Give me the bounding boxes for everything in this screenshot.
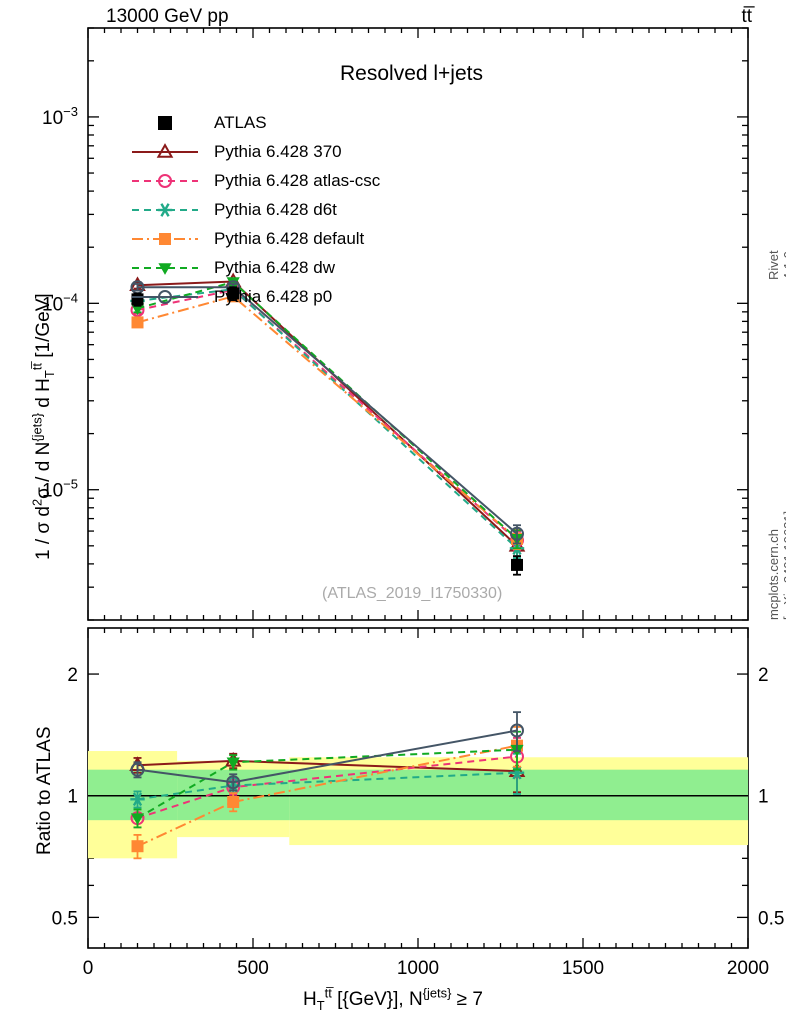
data-marker — [157, 202, 173, 217]
main-series-pythia-6-428-atlas-csc — [130, 282, 524, 551]
x-tick-label: 0 — [83, 958, 94, 979]
legend-item[interactable]: Pythia 6.428 dw — [130, 253, 380, 282]
series-line — [137, 288, 518, 542]
legend-label: Pythia 6.428 default — [214, 228, 365, 248]
data-marker — [509, 765, 525, 780]
ratio-y-tick-label-right: 1 — [758, 787, 769, 808]
data-marker — [158, 262, 172, 275]
data-marker — [226, 775, 241, 790]
data-marker — [131, 840, 144, 853]
main-series-pythia-6-428-370 — [129, 272, 526, 558]
data-marker — [158, 173, 172, 188]
data-marker — [510, 723, 524, 738]
main-series-pythia-6-428-default — [131, 290, 523, 551]
watermark-label: (ATLAS_2019_I1750330) — [322, 585, 503, 602]
main-series-pythia-6-428-p0 — [130, 280, 524, 545]
legend-marker-square-filled — [158, 115, 172, 130]
data-marker — [158, 289, 172, 304]
legend-item[interactable]: Pythia 6.428 370 — [130, 137, 380, 166]
legend-item[interactable]: Pythia 6.428 d6t — [130, 195, 380, 224]
ratio-y-tick-label-right: 2 — [758, 665, 769, 686]
y-tick-label: 10−3 — [42, 104, 78, 129]
legend-label: ATLAS — [214, 112, 267, 132]
series-line — [137, 288, 518, 550]
main-series-atlas — [131, 286, 523, 576]
legend-marker-circle-open — [132, 173, 198, 188]
y-tick-label: 10−4 — [42, 290, 78, 315]
series-line — [137, 280, 518, 540]
legend-item[interactable]: ATLAS — [130, 108, 380, 137]
legend-marker-triangle-down-filled — [132, 262, 198, 275]
main-series-pythia-6-428-dw — [130, 277, 524, 550]
x-axis-label: HTtt̅ [{GeV}], N{jets} ≥ 7 — [0, 986, 786, 1013]
x-axis-label-text: HTtt̅ [{GeV}], N{jets} ≥ 7 — [303, 986, 483, 1014]
legend: ATLAS Pythia 6.428 370 Pythia 6.428 atlas-… — [130, 108, 380, 311]
data-marker — [158, 115, 172, 130]
x-tick-label: 500 — [237, 958, 269, 979]
ratio-series-pythia-6-428-p0 — [130, 711, 524, 792]
legend-label: Pythia 6.428 d6t — [214, 199, 337, 219]
series-line — [137, 286, 518, 535]
series-line — [137, 295, 518, 540]
y-tick-label: 10−5 — [42, 477, 78, 502]
header-right: tt̅ — [741, 6, 752, 27]
legend-marker-asterisk — [132, 202, 198, 217]
series-line — [137, 280, 518, 547]
ratio-y-tick-label: 1 — [67, 787, 78, 808]
legend-label: Pythia 6.428 p0 — [214, 286, 333, 306]
data-marker — [226, 757, 240, 770]
ratio-y-tick-label-right: 0.5 — [758, 908, 784, 929]
header-left: 13000 GeV pp — [106, 6, 229, 27]
ratio-y-tick-label: 0.5 — [52, 908, 78, 929]
legend-item[interactable]: Pythia 6.428 p0 — [130, 282, 380, 311]
data-marker — [130, 792, 145, 807]
legend-label: Pythia 6.428 atlas-csc — [214, 170, 381, 190]
data-marker — [510, 526, 524, 541]
legend-item[interactable]: Pythia 6.428 atlas-csc — [130, 166, 380, 195]
data-marker — [511, 558, 523, 571]
data-marker — [227, 795, 240, 808]
legend-item[interactable]: Pythia 6.428 default — [130, 224, 380, 253]
legend-label: Pythia 6.428 370 — [214, 141, 342, 161]
data-marker — [130, 762, 145, 777]
legend-marker-square-filled — [132, 232, 198, 245]
legend-marker-circle-open — [132, 289, 198, 304]
data-marker — [130, 813, 145, 826]
x-tick-label: 1500 — [562, 958, 604, 979]
x-tick-label: 2000 — [727, 958, 769, 979]
plot-title: Resolved l+jets — [340, 62, 483, 85]
data-marker — [159, 232, 171, 245]
data-marker — [227, 287, 240, 300]
ratio-y-tick-label: 2 — [67, 665, 78, 686]
legend-marker-triangle-open — [132, 142, 198, 158]
data-marker — [131, 316, 144, 329]
x-tick-label: 1000 — [397, 958, 439, 979]
main-series-pythia-6-428-d6t — [130, 282, 525, 559]
data-marker — [156, 142, 174, 158]
legend-label: Pythia 6.428 dw — [214, 257, 335, 277]
